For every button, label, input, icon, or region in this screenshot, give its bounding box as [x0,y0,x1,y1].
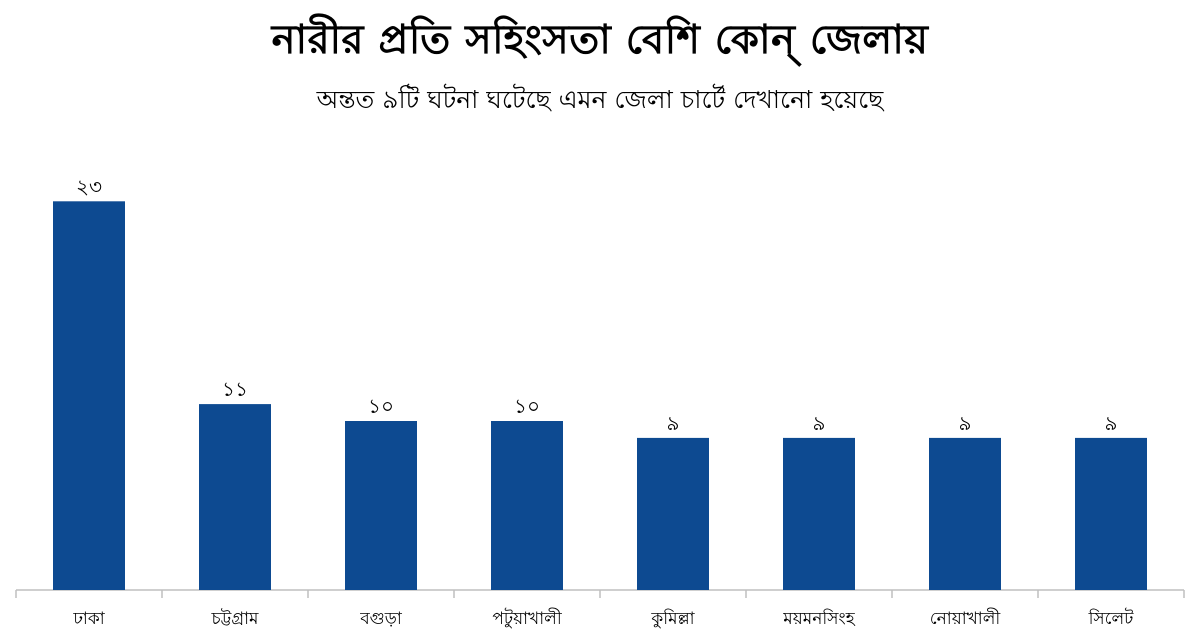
data-label: ২৩ [76,174,102,198]
data-label: ১০ [368,394,394,418]
bar [491,421,563,590]
x-tick-label: চট্টগ্রাম [211,608,260,629]
data-label: ৯ [813,411,826,435]
x-tick-label: সিলেট [1088,608,1135,629]
data-label: ৯ [1105,411,1118,435]
bar [783,437,855,590]
chart-title: নারীর প্রতি সহিংসতা বেশি কোন্ জেলায় [271,17,929,63]
x-tick-label: পটুয়াখালী [492,608,563,629]
bar [199,404,271,590]
data-label: ৯ [959,411,972,435]
bar [53,201,125,591]
x-tick-label: নোয়াখালী [930,608,1002,629]
data-label: ৯ [667,411,680,435]
x-tick-label: বগুড়া [359,609,403,629]
chart-subtitle: অন্তত ৯টি ঘটনা ঘটেছে এমন জেলা চার্টে দেখ… [316,85,884,114]
bar [345,421,417,590]
x-tick-label: ঢাকা [72,609,105,629]
bar [1075,437,1147,590]
bar [929,437,1001,590]
x-tick-label: ময়মনসিংহ [782,608,855,629]
x-tick-label: কুমিল্লা [650,608,695,629]
bar [637,437,709,590]
data-label: ১০ [514,394,540,418]
data-label: ১১ [222,377,248,401]
